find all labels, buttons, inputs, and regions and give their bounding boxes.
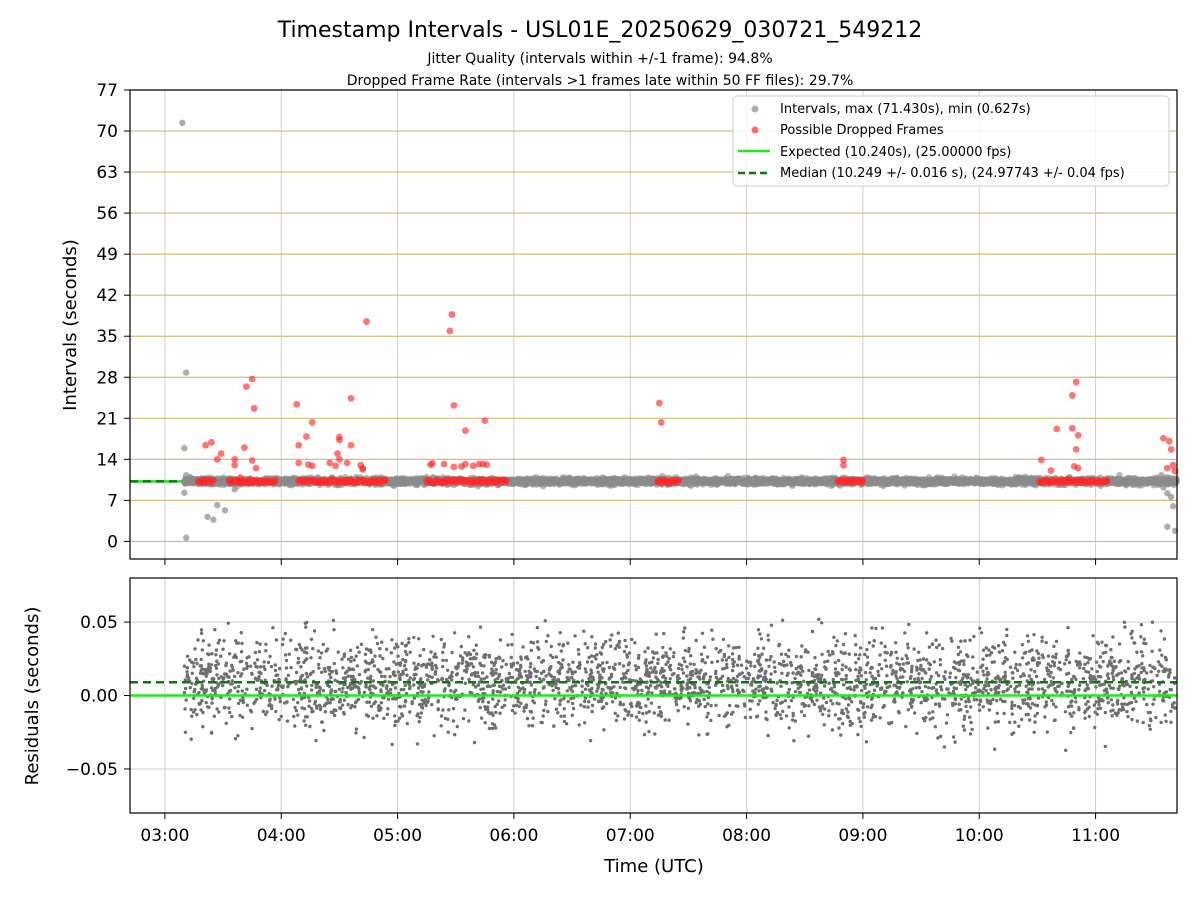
chart-subtitle-dropped: Dropped Frame Rate (intervals >1 frames …: [347, 73, 854, 89]
chart-title: Timestamp Intervals - USL01E_20250629_03…: [277, 18, 923, 43]
chart-subtitle-jitter: Jitter Quality (intervals within +/-1 fr…: [426, 51, 772, 67]
intervals-points: [179, 119, 1181, 541]
